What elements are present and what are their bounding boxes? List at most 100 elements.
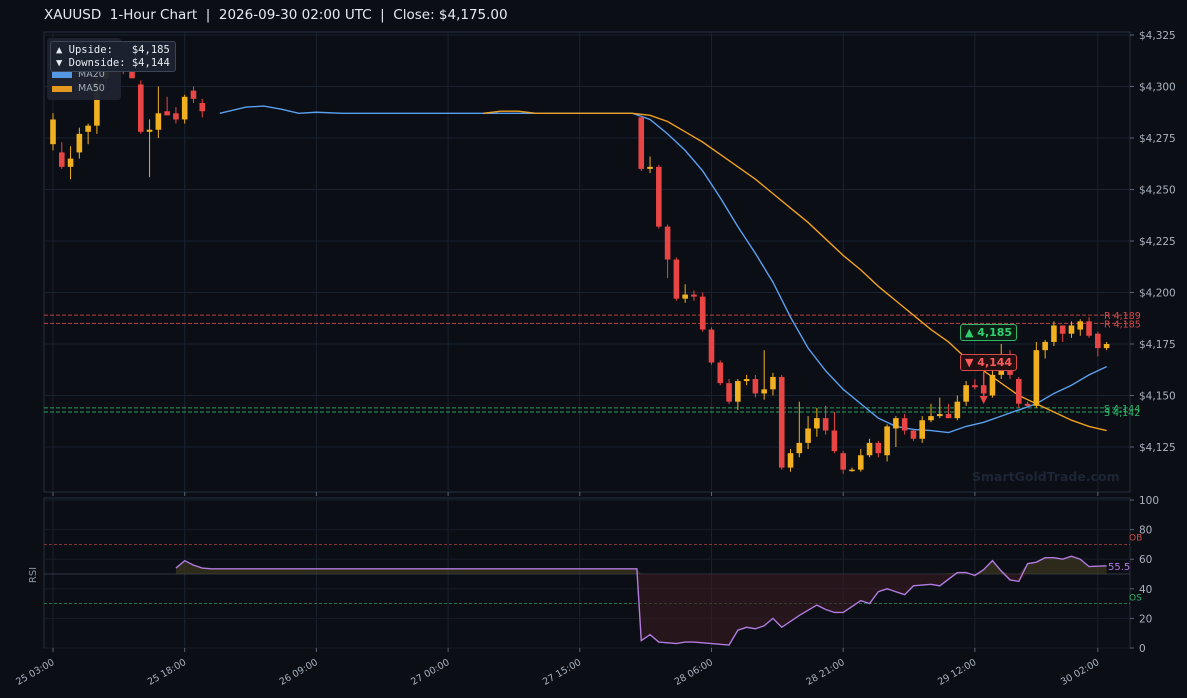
candle-body xyxy=(76,133,83,153)
rsi-tick-label: 0 xyxy=(1139,643,1146,655)
candle-body xyxy=(928,416,934,421)
candle-body xyxy=(67,158,74,167)
price-tick-label: $4,250 xyxy=(1139,185,1176,197)
candle-body xyxy=(805,428,811,443)
candle-body xyxy=(146,129,153,132)
price-tick-label: $4,150 xyxy=(1139,391,1176,403)
price-tick-label: $4,200 xyxy=(1139,288,1176,300)
candle-body xyxy=(94,82,100,126)
candle-body xyxy=(58,152,65,167)
candle-body xyxy=(743,379,750,382)
candle-body xyxy=(945,414,952,419)
price-tick-label: $4,175 xyxy=(1139,339,1176,351)
candle-body xyxy=(1016,379,1022,404)
legend-label-ma50: MA50 xyxy=(78,83,105,94)
legend-item-ma20: MA20 xyxy=(52,69,105,80)
downside-target-text: ▼ Downside: $4,144 xyxy=(56,56,170,69)
candle-body xyxy=(857,455,864,470)
candle-body xyxy=(129,67,135,79)
candle-body xyxy=(893,418,899,429)
candle-body xyxy=(840,453,846,470)
price-tick-label: $4,275 xyxy=(1139,133,1176,145)
downside-arrow-head xyxy=(979,396,988,404)
candle-body xyxy=(919,420,926,439)
candle-body xyxy=(85,125,91,132)
rsi-fill-above xyxy=(175,556,1107,574)
candle-body xyxy=(647,166,653,169)
candle-body xyxy=(181,96,188,120)
candle-body xyxy=(735,381,741,402)
candle-body xyxy=(656,166,662,227)
rsi-oversold-label: OS xyxy=(1129,594,1142,604)
candle-body xyxy=(761,389,767,394)
x-tick-label: 26 09:00 xyxy=(278,657,320,688)
rsi-tick-label: 60 xyxy=(1139,554,1152,566)
candle-body xyxy=(664,226,671,260)
legend-label-ma20: MA20 xyxy=(78,69,105,80)
candle-body xyxy=(796,442,803,454)
x-tick-label: 27 15:00 xyxy=(541,657,583,688)
candle-body xyxy=(1095,333,1101,349)
level-label-resistance: R 4,185 xyxy=(1104,319,1141,330)
candle-body xyxy=(884,426,890,456)
watermark: SmartGoldTrade.com xyxy=(972,469,1120,484)
price-tick-label: $4,125 xyxy=(1139,442,1176,454)
candle-body xyxy=(190,90,197,99)
candle-body xyxy=(1042,341,1048,351)
candle-body xyxy=(972,385,978,388)
candle-body xyxy=(910,430,917,439)
candle-body xyxy=(1024,403,1031,406)
candle-body xyxy=(682,294,688,299)
candle-body xyxy=(989,374,996,396)
rsi-last-value: 55.5 xyxy=(1108,562,1130,573)
candle-body xyxy=(699,296,706,330)
candle-body xyxy=(752,379,759,394)
price-tick-label: $4,300 xyxy=(1139,82,1176,94)
candle-body xyxy=(717,362,724,384)
candle-body xyxy=(1051,325,1057,342)
x-tick-label: 29 12:00 xyxy=(936,657,978,688)
candle-body xyxy=(901,418,908,431)
candle-body xyxy=(866,442,873,456)
candle-body xyxy=(875,442,882,454)
rsi-axis-label: RSI xyxy=(28,567,39,583)
candle-body xyxy=(138,84,144,132)
x-tick-label: 30 02:00 xyxy=(1059,657,1101,688)
candle-body xyxy=(173,113,179,120)
price-panel-bg xyxy=(43,31,1131,493)
ma-line-ma50 xyxy=(483,110,1107,432)
candle-body xyxy=(1068,325,1075,334)
rsi-tick-label: 40 xyxy=(1139,584,1152,596)
candle-body xyxy=(954,401,961,419)
candle-body xyxy=(1103,344,1110,349)
legend-swatch-ma20 xyxy=(52,71,72,78)
candle-body xyxy=(1059,325,1066,334)
x-tick-label: 25 18:00 xyxy=(146,657,188,688)
rsi-line xyxy=(175,555,1107,646)
upside-badge: ▲ 4,185 xyxy=(960,324,1018,341)
x-tick-label: 28 06:00 xyxy=(673,657,715,688)
candle-body xyxy=(787,453,794,468)
x-tick-label: 28 21:00 xyxy=(804,657,846,688)
price-tick-label: $4,225 xyxy=(1139,236,1176,248)
candle-body xyxy=(998,370,1005,375)
candle-body xyxy=(831,430,838,452)
candle-body xyxy=(936,414,943,417)
candle-body xyxy=(963,385,969,402)
candle-body xyxy=(1086,321,1092,336)
candle-body xyxy=(1033,350,1040,406)
upside-target-text: ▲ Upside: $4,185 xyxy=(56,44,170,56)
candle-body xyxy=(770,376,776,390)
level-label-support: S 4,144 xyxy=(1104,404,1140,415)
candle-body xyxy=(849,469,855,472)
level-label-support: S 4,142 xyxy=(1104,408,1140,419)
price-tick-label: $4,325 xyxy=(1139,30,1176,42)
candle-body xyxy=(778,376,785,468)
x-tick-label: 25 03:00 xyxy=(14,657,56,688)
rsi-fill-below xyxy=(175,574,1107,646)
legend-swatch-ma50 xyxy=(52,85,72,92)
chart-title: XAUUSD 1-Hour Chart | 2026-09-30 02:00 U… xyxy=(44,7,508,23)
x-tick-label: 27 00:00 xyxy=(409,657,451,688)
candle-body xyxy=(691,294,697,297)
